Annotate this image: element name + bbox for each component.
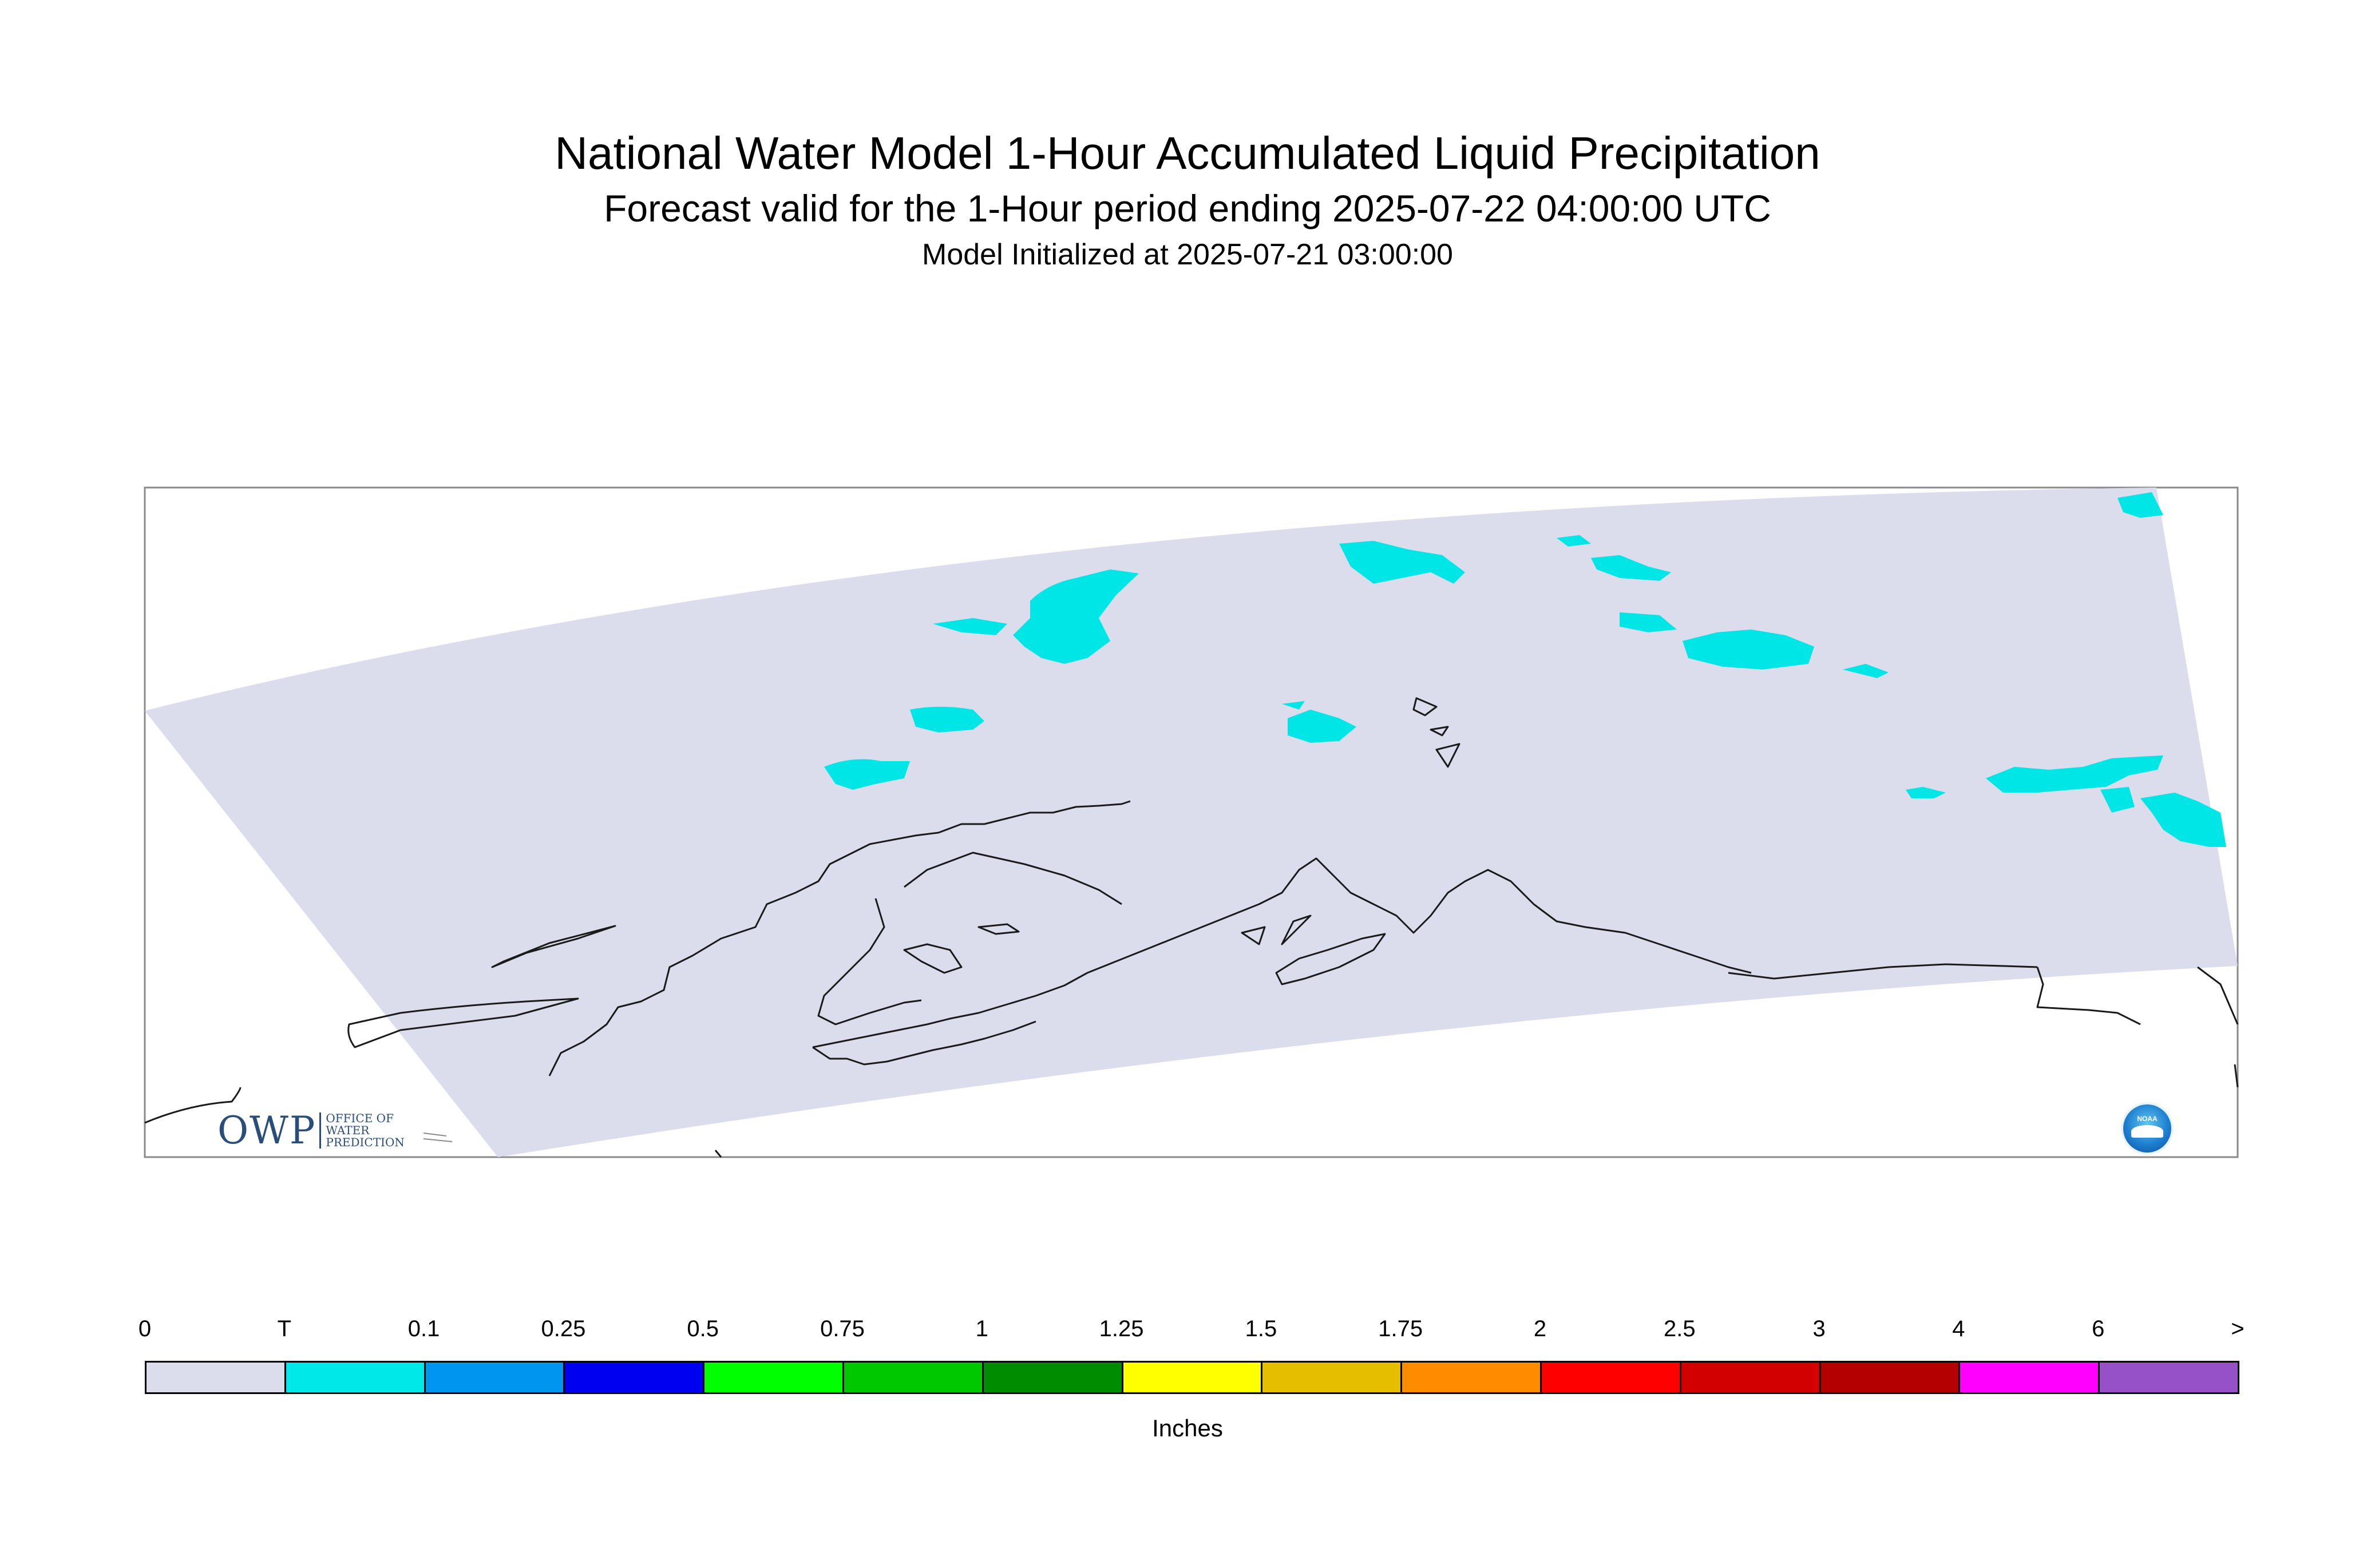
colorbar-swatch xyxy=(1679,1361,1821,1394)
colorbar-swatch xyxy=(981,1361,1123,1394)
colorbar-swatch xyxy=(1121,1361,1263,1394)
colorbar-tick-label: 0.5 xyxy=(687,1316,719,1341)
owp-logo: OWP OFFICE OF WATER PREDICTION xyxy=(217,1107,405,1153)
owp-logo-subtext: OFFICE OF WATER PREDICTION xyxy=(319,1112,405,1149)
colorbar-swatch xyxy=(284,1361,426,1394)
colorbar-swatch xyxy=(1400,1361,1542,1394)
colorbar-tick-label: T xyxy=(277,1316,292,1341)
colorbar-tick-label: 0.1 xyxy=(407,1316,440,1341)
colorbar-swatch xyxy=(423,1361,565,1394)
colorbar-tick-label: 0.75 xyxy=(820,1316,865,1341)
colorbar-tick-label: 3 xyxy=(1812,1316,1826,1341)
model-init-subtitle: Model Initialized at 2025-07-21 03:00:00 xyxy=(922,238,1453,271)
noaa-bird-icon xyxy=(2131,1125,2163,1138)
colorbar-swatch xyxy=(1261,1361,1403,1394)
colorbar-swatch xyxy=(842,1361,984,1394)
colorbar-tick-label: 2.5 xyxy=(1663,1316,1696,1341)
owp-logo-text: OWP xyxy=(217,1108,316,1153)
colorbar-tick-label: 4 xyxy=(1952,1316,1965,1341)
colorbar-tick-label: 1 xyxy=(975,1316,988,1341)
precip-trace-areas xyxy=(824,492,2226,847)
colorbar-swatch xyxy=(1819,1361,1961,1394)
colorbar-swatch xyxy=(145,1361,286,1394)
colorbar-swatch xyxy=(703,1361,844,1394)
colorbar-tick-label: 1.25 xyxy=(1099,1316,1144,1341)
colorbar-swatch xyxy=(563,1361,705,1394)
coastlines xyxy=(144,697,2239,1158)
colorbar-tick-label: 0 xyxy=(138,1316,152,1341)
colorbar-tick-label: 1.75 xyxy=(1378,1316,1423,1341)
map-title: National Water Model 1-Hour Accumulated … xyxy=(555,128,1820,179)
noaa-logo: NOAA xyxy=(2123,1104,2171,1153)
map-frame xyxy=(144,486,2239,1158)
colorbar-units-label: Inches xyxy=(1152,1415,1223,1442)
forecast-valid-subtitle: Forecast valid for the 1-Hour period end… xyxy=(604,187,1771,229)
model-domain xyxy=(145,488,2238,1157)
colorbar-tick-label: > xyxy=(2231,1316,2245,1341)
colorbar-swatch xyxy=(1958,1361,2100,1394)
colorbar-swatch xyxy=(1540,1361,1681,1394)
colorbar-swatch xyxy=(2098,1361,2239,1394)
colorbar-tick-label: 0.25 xyxy=(541,1316,586,1341)
colorbar-tick-label: 2 xyxy=(1533,1316,1547,1341)
colorbar-tick-label: 6 xyxy=(2092,1316,2105,1341)
colorbar-tick-label: 1.5 xyxy=(1245,1316,1277,1341)
